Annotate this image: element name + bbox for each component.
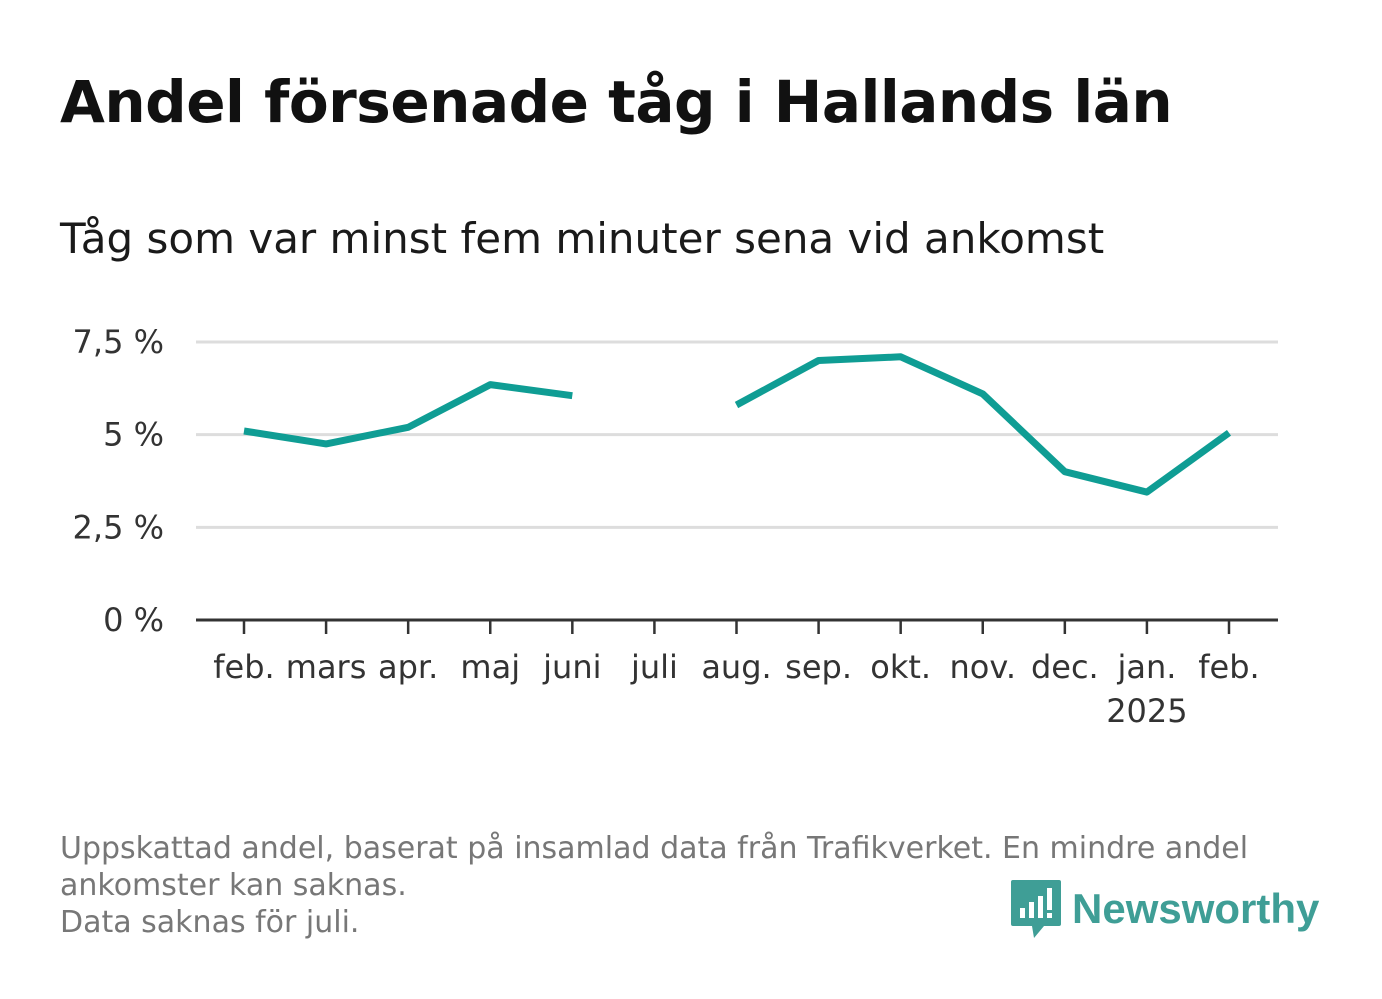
series-line-segment bbox=[243, 381, 573, 448]
footnote-line-1: Uppskattad andel, baserat på insamlad da… bbox=[60, 831, 1249, 866]
x-tick-label: mars bbox=[286, 648, 367, 686]
bar-chart-speech-bubble-icon bbox=[1011, 880, 1061, 938]
line-chart: 0 % 2,5 % 5 % 7,5 % feb. mars apr. maj juni juli a… bbox=[73, 323, 1278, 730]
x-tick-label: dec. bbox=[1031, 648, 1099, 686]
x-tick-label: aug. bbox=[701, 648, 771, 686]
y-tick-label: 5 % bbox=[103, 416, 164, 454]
footnote-line-2: ankomster kan saknas. bbox=[60, 868, 407, 903]
x-tick-label: juli bbox=[630, 648, 678, 686]
x-tick-label: okt. bbox=[870, 648, 931, 686]
x-tick-label: apr. bbox=[378, 648, 438, 686]
chart-footnote: Uppskattad andel, baserat på insamlad da… bbox=[60, 830, 1310, 941]
series-line-segment bbox=[734, 353, 1232, 496]
y-tick-label: 2,5 % bbox=[73, 508, 164, 546]
x-tick-label: feb. bbox=[213, 648, 274, 686]
y-tick-label: 7,5 % bbox=[73, 323, 164, 361]
chart-title: Andel försenade tåg i Hallands län bbox=[60, 68, 1173, 136]
footnote-line-3: Data saknas för juli. bbox=[60, 905, 360, 940]
brand-name: Newsworthy bbox=[1072, 885, 1320, 932]
x-tick-label: sep. bbox=[785, 648, 852, 686]
y-tick-label: 0 % bbox=[103, 601, 164, 639]
x-tick-label: juni bbox=[542, 648, 601, 686]
chart-subtitle: Tåg som var minst fem minuter sena vid a… bbox=[60, 214, 1105, 263]
x-tick-label: nov. bbox=[950, 648, 1016, 686]
newsworthy-logo: Newsworthy bbox=[1010, 878, 1319, 940]
x-tick-label: jan. bbox=[1116, 648, 1176, 686]
x-tick-label: feb. bbox=[1198, 648, 1259, 686]
x-tick-label: maj bbox=[460, 648, 520, 686]
x-tick-sublabel: 2025 bbox=[1106, 692, 1187, 730]
